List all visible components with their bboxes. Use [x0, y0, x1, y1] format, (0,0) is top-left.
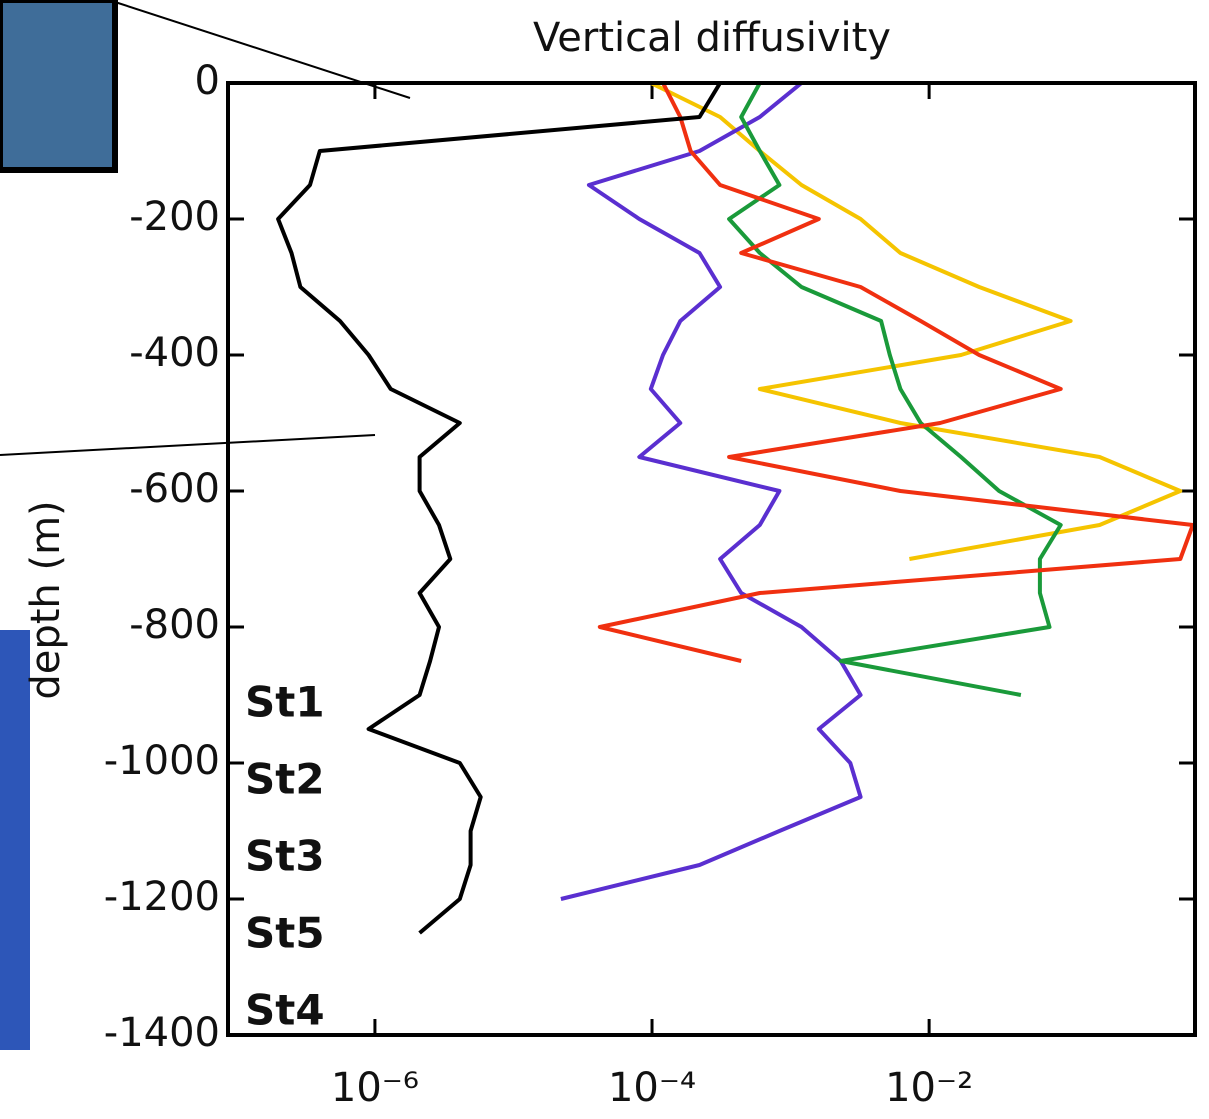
- photo-inset: [0, 0, 118, 173]
- y-axis-label: depth (m): [23, 500, 69, 699]
- x-tick-label: 10⁻²: [885, 1065, 973, 1111]
- profile-line: [597, 83, 1195, 663]
- legend-label: St5: [245, 909, 325, 958]
- y-tick-label: -1000: [104, 738, 220, 784]
- profile-line: [560, 83, 863, 901]
- y-tick-label: -200: [129, 194, 220, 240]
- plot-frame: [226, 81, 1197, 1037]
- y-tick-label: -800: [129, 602, 220, 648]
- y-tick-label: -1400: [104, 1010, 220, 1056]
- x-tick-label: 10⁻⁶: [331, 1065, 419, 1111]
- profile-line: [649, 83, 1183, 561]
- pointer-arrow: [0, 434, 376, 456]
- legend-label: St3: [245, 832, 325, 881]
- y-tick-label: 0: [195, 58, 220, 104]
- profile-line: [276, 83, 722, 935]
- legend-label: St2: [245, 755, 325, 804]
- chart-title: Vertical diffusivity: [533, 15, 891, 61]
- x-tick-label: 10⁻⁴: [608, 1065, 696, 1111]
- legend-label: St4: [245, 986, 325, 1035]
- y-tick-label: -1200: [104, 874, 220, 920]
- y-tick-label: -600: [129, 466, 220, 512]
- profile-line: [727, 83, 1063, 697]
- y-tick-label: -400: [129, 330, 220, 376]
- legend-label: St1: [245, 678, 325, 727]
- map-inset: [0, 630, 30, 1050]
